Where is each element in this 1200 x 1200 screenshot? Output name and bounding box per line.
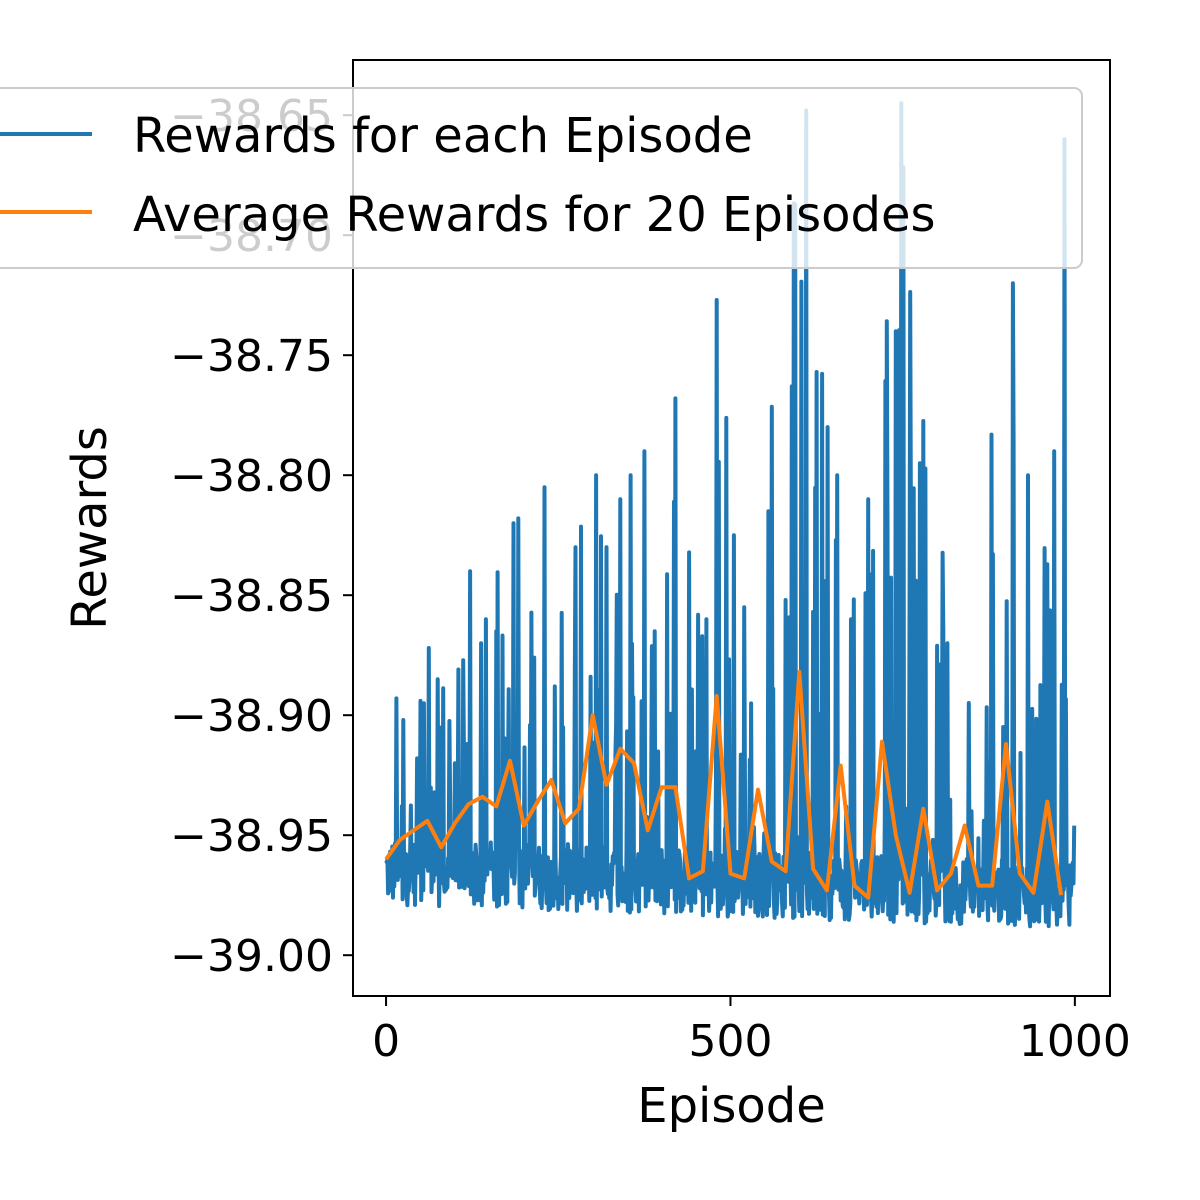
y-tick-label: −38.95 [170,811,333,862]
y-tick-label: −38.80 [170,451,333,502]
y-tick-label: −38.85 [170,571,333,622]
y-tick-label: −38.75 [170,331,333,382]
x-tick-label: 0 [372,1016,400,1067]
series-average-line [384,670,1064,900]
y-axis-label: Rewards [62,426,118,630]
legend: Rewards for each Episode Average Rewards… [0,87,1083,269]
legend-label-rewards: Rewards for each Episode [133,108,753,164]
y-tick-label: −38.90 [170,691,333,742]
x-axis-label: Episode [637,1078,826,1134]
x-tick-label: 500 [688,1016,772,1067]
plot-frame [352,59,1111,997]
legend-label-average: Average Rewards for 20 Episodes [133,187,936,243]
x-tick-label: 1000 [1019,1016,1131,1067]
series-layer [384,101,1077,929]
x-axis: 0 500 1000 [372,996,1131,1067]
legend-box [0,87,1083,269]
y-tick-label: −39.00 [170,931,333,982]
